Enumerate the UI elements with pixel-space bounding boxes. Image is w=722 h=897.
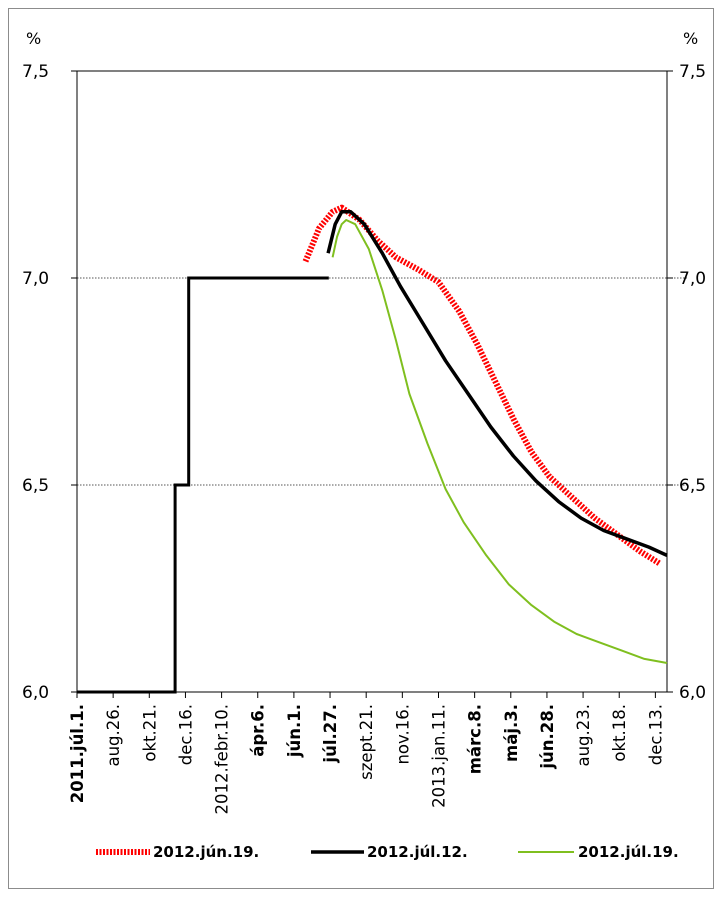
y-tick-label-left: 7,0 <box>22 269 49 289</box>
x-tick-label: ápr.6. <box>249 704 268 757</box>
series-layer <box>77 204 668 694</box>
series-line-2012-j-l-12- <box>326 210 668 557</box>
y-tick-label-left: 6,0 <box>22 683 49 703</box>
y-tick-label-left: 7,5 <box>22 62 49 82</box>
x-tick-label: okt.21. <box>140 704 159 762</box>
y-tick-label-right: 7,5 <box>679 62 706 82</box>
x-tick-label: 2011.júl.1. <box>68 704 87 803</box>
x-tick-label: 2012.febr.10. <box>213 704 232 814</box>
x-tick-label: jún.1. <box>285 704 304 758</box>
y-tick-label-left: 6,5 <box>22 476 49 496</box>
legend: 2012.jún.19. 2012.júl.12. 2012.júl.19. <box>96 843 679 861</box>
y-unit-left: % <box>26 29 41 48</box>
legend-label: 2012.júl.12. <box>367 843 468 861</box>
x-tick-label: dec.13. <box>646 704 665 765</box>
legend-label: 2012.júl.19. <box>578 843 679 861</box>
series-line-policy-rate <box>77 276 329 694</box>
x-tick-label: 2013.jan.11. <box>429 704 448 808</box>
y-axis-left: 6,0 6,5 7,0 7,5% <box>22 29 77 703</box>
x-tick-label: aug.26. <box>104 704 123 767</box>
chart-frame <box>8 8 714 889</box>
y-tick-label-right: 6,0 <box>679 683 706 703</box>
x-tick-label: dec.16. <box>176 704 195 765</box>
y-tick-label-right: 7,0 <box>679 269 706 289</box>
x-tick-label: júl.27. <box>321 704 340 764</box>
plot-area <box>76 70 668 693</box>
x-axis: 2011.júl.1. aug.26. okt.21. dec.16. 2012.feb… <box>68 692 665 814</box>
y-axis-right: 6,0 6,5 7,0 7,5% <box>667 29 706 703</box>
x-tick-label: jún.28. <box>538 704 557 770</box>
x-tick-label: szept.21. <box>357 704 376 780</box>
x-tick-label: márc.8. <box>466 704 485 774</box>
grid-lines <box>77 277 687 486</box>
series-line-2012-j-l-19- <box>331 219 668 664</box>
x-tick-label: okt.18. <box>610 704 629 762</box>
series-line-2012-j-n-19- <box>302 204 662 567</box>
legend-label: 2012.jún.19. <box>153 843 259 861</box>
y-unit-right: % <box>683 29 698 48</box>
x-tick-label: máj.3. <box>502 704 521 762</box>
x-tick-label: nov.16. <box>393 704 412 765</box>
y-tick-label-right: 6,5 <box>679 476 706 496</box>
x-tick-label: aug.23. <box>574 704 593 767</box>
